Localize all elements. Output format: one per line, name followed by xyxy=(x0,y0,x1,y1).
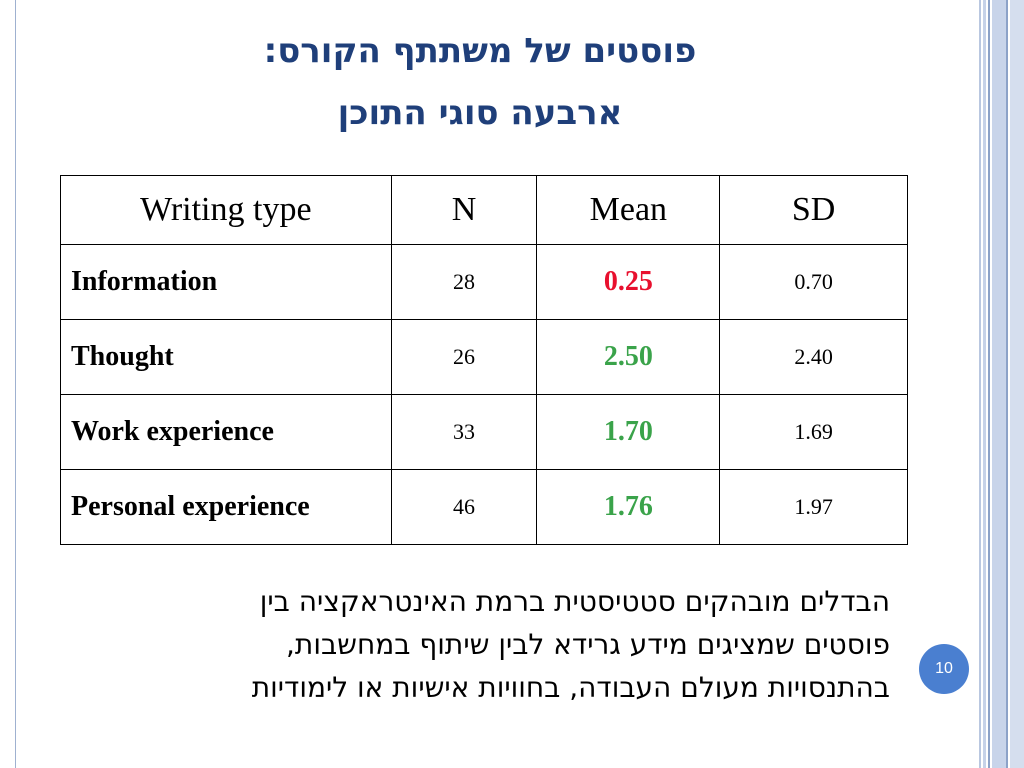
cell-mean: 2.50 xyxy=(536,319,721,395)
cell-sd: 2.40 xyxy=(719,319,908,395)
cell-n: 26 xyxy=(390,319,538,395)
slide-title-line-2: ארבעה סוגי התוכן xyxy=(337,93,623,133)
decor-stripe xyxy=(979,0,981,768)
header-mean: Mean xyxy=(536,175,721,245)
cell-n: 46 xyxy=(390,469,538,545)
slide-title-line-1: פוסטים של משתתף הקורס: xyxy=(263,31,697,71)
cell-mean: 1.70 xyxy=(536,394,721,470)
table-header-row: Writing type N Mean SD xyxy=(60,175,908,245)
cell-n: 28 xyxy=(390,244,538,320)
cell-writing-type: Information xyxy=(60,244,392,320)
page-number-badge: 10 xyxy=(919,644,969,694)
decor-stripe xyxy=(988,0,990,768)
left-divider xyxy=(15,0,16,768)
decor-stripe xyxy=(1006,0,1008,768)
cell-mean: 1.76 xyxy=(536,469,721,545)
cell-writing-type: Thought xyxy=(60,319,392,395)
header-n: N xyxy=(390,175,538,245)
header-writing-type: Writing type xyxy=(60,175,392,245)
cell-n: 33 xyxy=(390,394,538,470)
cell-mean: 0.25 xyxy=(536,244,721,320)
decor-stripe xyxy=(983,0,986,768)
decor-stripe xyxy=(1010,0,1024,768)
cell-writing-type: Work experience xyxy=(60,394,392,470)
table-row: Information 28 0.25 0.70 xyxy=(60,244,908,320)
table-row: Work experience 33 1.70 1.69 xyxy=(60,394,908,470)
cell-sd: 1.97 xyxy=(719,469,908,545)
cell-writing-type: Personal experience xyxy=(60,469,392,545)
table-row: Personal experience 46 1.76 1.97 xyxy=(60,469,908,545)
conclusion-line-1: הבדלים מובהקים סטטיסטית ברמת האינטראקציה… xyxy=(259,585,890,618)
conclusion-line-2: פוסטים שמציגים מידע גרידא לבין שיתוף במח… xyxy=(286,628,890,661)
conclusion-line-3: בהתנסויות מעולם העבודה, בחוויות אישיות א… xyxy=(251,671,890,704)
statistics-table: Writing type N Mean SD Information 28 0.… xyxy=(60,175,908,545)
table-row: Thought 26 2.50 2.40 xyxy=(60,319,908,395)
cell-sd: 1.69 xyxy=(719,394,908,470)
cell-sd: 0.70 xyxy=(719,244,908,320)
header-sd: SD xyxy=(719,175,908,245)
decor-stripe xyxy=(992,0,1006,768)
conclusion-text: הבדלים מובהקים סטטיסטית ברמת האינטראקציה… xyxy=(45,580,890,709)
